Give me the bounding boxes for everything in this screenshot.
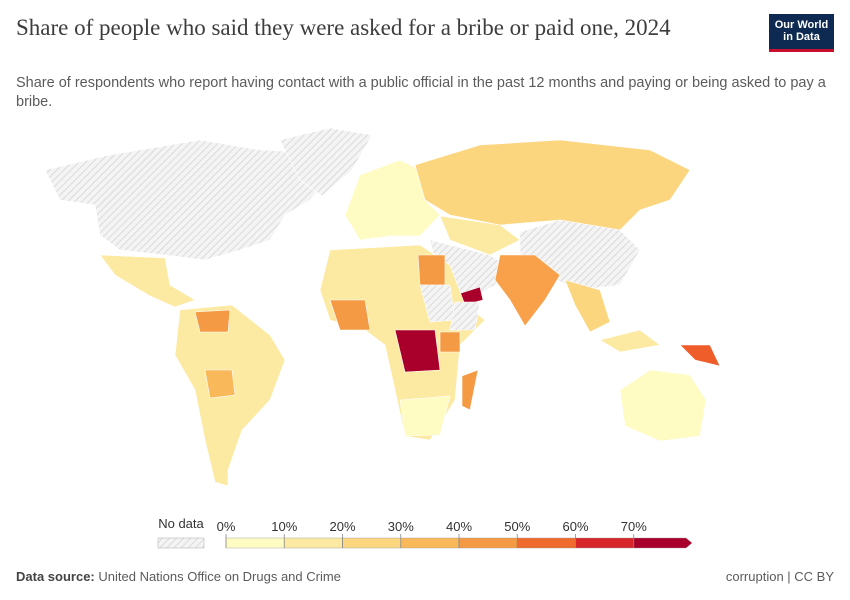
country[interactable] xyxy=(204,369,236,399)
country[interactable] xyxy=(399,395,451,437)
countries xyxy=(44,127,721,487)
legend-bin xyxy=(400,537,460,549)
logo[interactable]: Our World in Data xyxy=(769,14,834,52)
country[interactable] xyxy=(44,139,331,261)
legend-bin xyxy=(633,537,693,549)
legend-tick-label: 70% xyxy=(621,519,647,534)
country[interactable] xyxy=(439,331,461,353)
title: Share of people who said they were asked… xyxy=(16,15,671,40)
country[interactable] xyxy=(679,344,721,367)
country[interactable] xyxy=(329,299,371,331)
legend-tick-label: 10% xyxy=(271,519,297,534)
country[interactable] xyxy=(394,329,441,373)
country[interactable] xyxy=(414,139,691,231)
country[interactable] xyxy=(99,254,196,308)
country[interactable] xyxy=(194,309,231,333)
source[interactable]: United Nations Office on Drugs and Crime xyxy=(98,569,341,584)
legend-bin xyxy=(458,537,518,549)
country[interactable] xyxy=(344,159,441,241)
legend-bin xyxy=(284,537,343,549)
legend-bin xyxy=(225,537,285,549)
legend-no-data-label: No data xyxy=(158,516,204,531)
country[interactable] xyxy=(599,329,661,353)
footer-license[interactable]: corruption | CC BY xyxy=(725,569,834,584)
logo-line: Our World xyxy=(774,19,829,31)
country[interactable] xyxy=(494,254,561,327)
legend-no-data[interactable] xyxy=(157,537,205,549)
source-label: Data source: xyxy=(16,569,95,584)
legend-bin xyxy=(342,537,401,549)
legend-tick-label: 20% xyxy=(329,519,355,534)
legend-tick-label: 30% xyxy=(388,519,414,534)
legend: No data 0% 10% 20% 30% 40% 50% 60% 70% xyxy=(157,516,693,549)
country[interactable] xyxy=(564,279,611,333)
country[interactable] xyxy=(619,369,707,442)
logo-line: in Data xyxy=(783,31,820,43)
country[interactable] xyxy=(439,215,521,256)
country[interactable] xyxy=(279,127,373,197)
legend-bin xyxy=(517,537,576,549)
country[interactable] xyxy=(461,369,479,411)
subtitle: Share of respondents who report having c… xyxy=(16,75,826,110)
legend-tick-label: 50% xyxy=(504,519,530,534)
legend-tick-label: 60% xyxy=(562,519,588,534)
legend-tick-label: 40% xyxy=(446,519,472,534)
legend-tick-label: 0% xyxy=(217,519,236,534)
country[interactable] xyxy=(417,254,446,286)
legend-bin xyxy=(575,537,634,549)
country[interactable] xyxy=(449,301,481,331)
footer-source: Data source: United Nations Office on Dr… xyxy=(16,569,341,584)
